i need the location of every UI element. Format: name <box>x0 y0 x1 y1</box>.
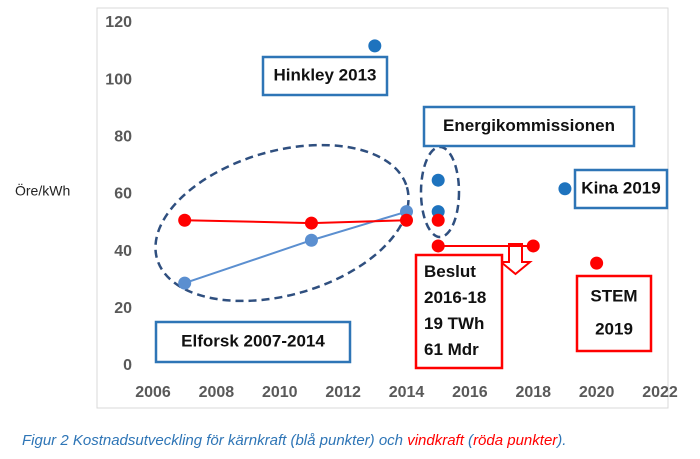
x-tick-label: 2010 <box>262 384 298 401</box>
annotation-text: Energikommissionen <box>443 116 615 135</box>
x-tick-label: 2006 <box>135 384 171 401</box>
point <box>558 182 572 196</box>
annotation-text: Kina 2019 <box>581 178 660 197</box>
annotation-text: 2016-18 <box>424 288 486 307</box>
arrow <box>498 243 533 276</box>
y-axis-label: Öre/kWh <box>15 182 70 199</box>
y-tick-label: 80 <box>114 129 132 146</box>
point <box>400 213 413 227</box>
annotation-box <box>422 105 636 148</box>
x-tick-label: 2014 <box>389 384 425 401</box>
annotation-text: Hinkley 2013 <box>273 65 376 84</box>
y-tick-label: 20 <box>114 300 132 317</box>
elforsk-ellipse <box>154 143 410 303</box>
point <box>178 213 192 227</box>
caption-part: ). <box>555 432 566 449</box>
annotation-box <box>414 253 504 370</box>
annotation-box <box>261 55 389 97</box>
annotation-text: 2019 <box>595 319 633 338</box>
caption-part: röda punkter <box>473 432 558 449</box>
y-tick-label: 120 <box>105 14 132 31</box>
annotation-text: 61 Mdr <box>424 340 479 359</box>
y-tick-label: 100 <box>105 71 132 88</box>
caption-part: vindkraft <box>407 432 465 449</box>
annotation-box <box>573 168 669 210</box>
annotation-text: 19 TWh <box>424 314 484 333</box>
caption-part: ( <box>464 432 475 449</box>
y-tick-label: 0 <box>123 357 132 374</box>
point <box>368 39 382 53</box>
annotation-text: Beslut <box>424 262 476 281</box>
x-tick-label: 2020 <box>579 384 615 401</box>
point <box>431 213 445 227</box>
point <box>304 216 318 230</box>
point <box>590 256 604 270</box>
annotation-box <box>575 274 653 353</box>
point <box>178 276 192 290</box>
point <box>304 233 318 247</box>
x-tick-label: 2022 <box>642 384 678 401</box>
caption-part: Figur 2 Kostnadsutveckling för kärnkraft… <box>22 432 407 449</box>
point <box>431 173 445 187</box>
caption: Figur 2 Kostnadsutveckling för kärnkraft… <box>22 432 566 449</box>
annotation-box <box>154 320 352 364</box>
annotation-text: STEM <box>590 286 637 305</box>
x-tick-label: 2008 <box>199 384 235 401</box>
annotation-text: Elforsk 2007-2014 <box>181 331 325 350</box>
x-tick-label: 2016 <box>452 384 488 401</box>
y-tick-label: 60 <box>114 186 132 203</box>
x-tick-label: 2012 <box>325 384 361 401</box>
y-tick-label: 40 <box>114 243 132 260</box>
x-tick-label: 2018 <box>515 384 551 401</box>
